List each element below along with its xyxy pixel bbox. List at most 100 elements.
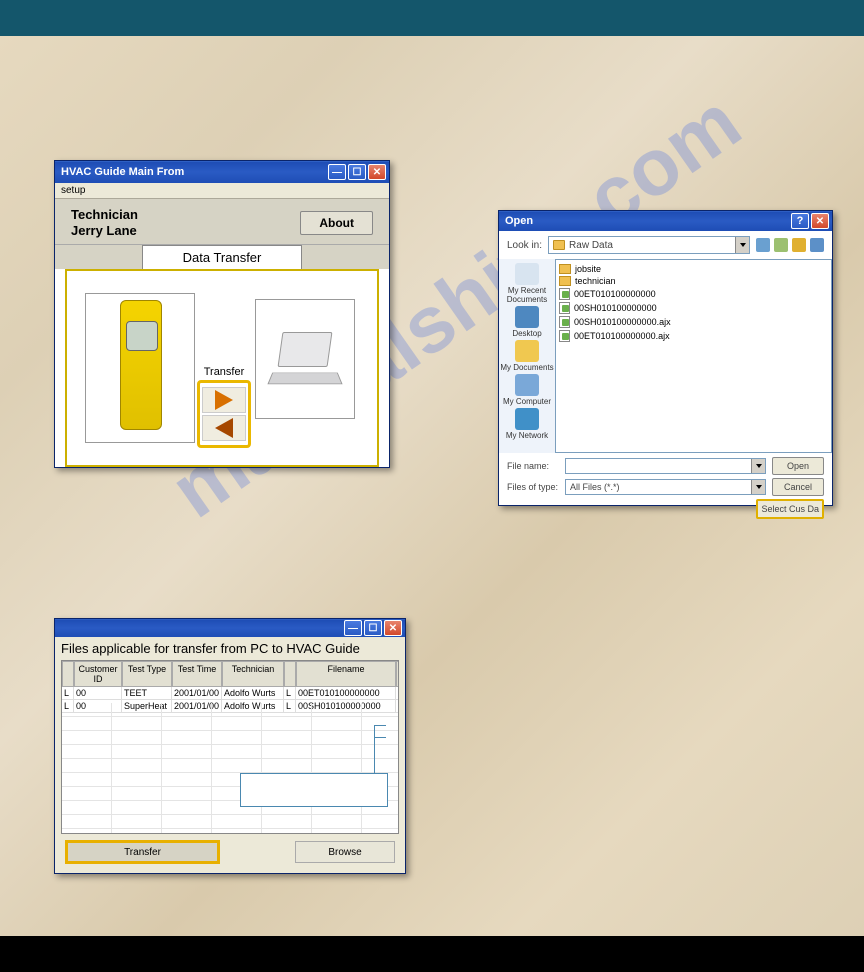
column-header[interactable] <box>284 661 296 687</box>
column-header[interactable]: Technician <box>222 661 284 687</box>
file-icon <box>559 288 570 300</box>
arrow-left-button[interactable] <box>202 415 246 441</box>
file-list[interactable]: jobsitetechnician00ET010100000000 00SH010… <box>555 259 832 453</box>
window1-titlebar[interactable]: HVAC Guide Main From — ☐ ✕ <box>55 161 389 183</box>
folder-icon <box>559 264 571 274</box>
window2-title: Open <box>505 215 791 227</box>
file-name: 00ET010100000000.ajx <box>574 331 670 341</box>
place-label: My Network <box>506 431 548 440</box>
column-header[interactable]: Test Type <box>122 661 172 687</box>
new-folder-icon[interactable] <box>792 238 806 252</box>
file-grid[interactable]: Customer IDTest TypeTest TimeTechnician F… <box>61 660 399 834</box>
place-label: My Computer <box>503 397 551 406</box>
recent-docs[interactable]: My Recent Documents <box>499 263 555 304</box>
maximize-icon[interactable]: ☐ <box>364 620 382 636</box>
list-item[interactable]: 00ET010100000000.ajx <box>559 329 828 343</box>
window2-titlebar[interactable]: Open ? ✕ <box>499 211 832 231</box>
about-button[interactable]: About <box>300 211 373 235</box>
arrow-right-button[interactable] <box>202 387 246 413</box>
place-label: My Documents <box>500 363 553 372</box>
table-cell: L <box>62 687 74 700</box>
file-name: 00SH010100000000 <box>574 303 657 313</box>
column-header[interactable] <box>62 661 74 687</box>
browse-button[interactable]: Browse <box>295 841 395 863</box>
close-icon[interactable]: ✕ <box>384 620 402 636</box>
place-label: My Recent Documents <box>499 286 555 304</box>
column-header[interactable]: Customer ID <box>74 661 122 687</box>
close-icon[interactable]: ✕ <box>368 164 386 180</box>
filename-label: File name: <box>507 461 559 471</box>
file-icon <box>559 302 570 314</box>
window3-subtitle: Files applicable for transfer from PC to… <box>55 637 405 660</box>
open-dialog-window: Open ? ✕ Look in: Raw Data My Recent Doc… <box>498 210 833 506</box>
my-computer[interactable]: My Computer <box>503 374 551 406</box>
technician-label: Technician <box>71 207 138 223</box>
list-item[interactable]: 00ET010100000000 <box>559 287 828 301</box>
minimize-icon[interactable]: — <box>344 620 362 636</box>
close-icon[interactable]: ✕ <box>811 213 829 229</box>
back-icon[interactable] <box>756 238 770 252</box>
my-network-icon <box>515 408 539 430</box>
lookin-combo[interactable]: Raw Data <box>548 236 750 254</box>
folder-icon <box>559 276 571 286</box>
window1-title: HVAC Guide Main From <box>61 166 328 178</box>
transfer-button[interactable]: Transfer <box>65 840 220 864</box>
callout-line <box>374 725 386 726</box>
filetype-field[interactable]: All Files (*.*) <box>565 479 766 495</box>
recent-docs-icon <box>515 263 539 285</box>
column-header[interactable]: Filename <box>296 661 396 687</box>
open-toolbar: Look in: Raw Data <box>499 231 832 259</box>
minimize-icon[interactable]: — <box>328 164 346 180</box>
maximize-icon[interactable]: ☐ <box>348 164 366 180</box>
list-item[interactable]: 00SH010100000000.ajx <box>559 315 828 329</box>
lookin-value: Raw Data <box>569 240 613 251</box>
file-name: jobsite <box>575 264 601 274</box>
table-cell: 00ET010100000000 <box>296 687 396 700</box>
views-icon[interactable] <box>810 238 824 252</box>
transfer-arrows <box>197 380 251 448</box>
table-row[interactable]: L00TEET2001/01/00Adolfo WurtsL00ET010100… <box>62 687 398 700</box>
my-network[interactable]: My Network <box>506 408 548 440</box>
hvac-guide-window: HVAC Guide Main From — ☐ ✕ setup Technic… <box>54 160 390 468</box>
list-item[interactable]: jobsite <box>559 263 828 275</box>
laptop-image <box>255 299 355 419</box>
list-item[interactable]: 00SH010100000000 <box>559 301 828 315</box>
callout-line <box>374 737 386 738</box>
help-icon[interactable]: ? <box>791 213 809 229</box>
desktop-icon <box>515 306 539 328</box>
cancel-button[interactable]: Cancel <box>772 478 824 496</box>
table-cell: TEET <box>122 687 172 700</box>
file-icon <box>559 330 570 342</box>
filetype-value: All Files (*.*) <box>570 482 620 492</box>
chevron-down-icon[interactable] <box>751 459 765 473</box>
my-computer-icon <box>515 374 539 396</box>
table-cell: 00 <box>74 687 122 700</box>
file-icon <box>559 316 570 328</box>
my-documents[interactable]: My Documents <box>500 340 553 372</box>
window3-titlebar[interactable]: — ☐ ✕ <box>55 619 405 637</box>
select-cus-data-button[interactable]: Select Cus Da <box>756 499 824 519</box>
transfer-label: Transfer <box>197 366 251 378</box>
place-label: Desktop <box>512 329 541 338</box>
filename-field[interactable] <box>565 458 766 474</box>
open-button[interactable]: Open <box>772 457 824 475</box>
top-banner <box>0 0 864 36</box>
table-cell: Adolfo Wurts <box>222 687 284 700</box>
arrow-left-icon <box>215 418 233 438</box>
column-header[interactable] <box>396 661 399 687</box>
arrow-right-icon <box>215 390 233 410</box>
desktop[interactable]: Desktop <box>512 306 541 338</box>
chevron-down-icon[interactable] <box>751 480 765 494</box>
lookin-label: Look in: <box>507 240 542 251</box>
tab-data-transfer[interactable]: Data Transfer <box>142 245 302 269</box>
up-icon[interactable] <box>774 238 788 252</box>
transfer-panel: Transfer <box>65 269 379 467</box>
column-header[interactable]: Test Time <box>172 661 222 687</box>
folder-icon <box>553 240 565 250</box>
menu-setup[interactable]: setup <box>55 183 389 199</box>
places-bar: My Recent Documents Desktop My Documents My… <box>499 259 555 453</box>
callout-box <box>240 773 388 807</box>
list-item[interactable]: technician <box>559 275 828 287</box>
chevron-down-icon[interactable] <box>735 237 749 253</box>
file-name: 00SH010100000000.ajx <box>574 317 671 327</box>
